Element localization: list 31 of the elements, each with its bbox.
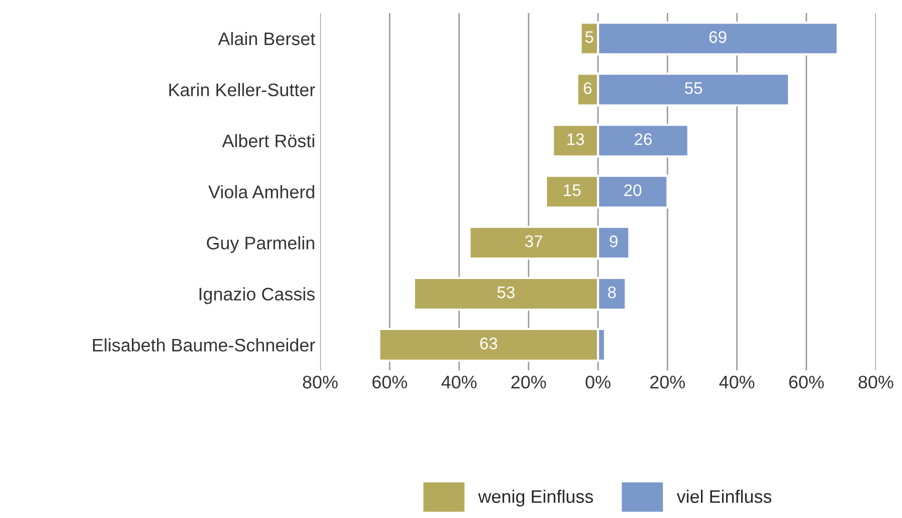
data-label: 15 — [564, 184, 581, 196]
y-tick-label: Ignazio Cassis — [200, 287, 315, 304]
data-label: 26 — [634, 133, 652, 146]
y-tick-label: Albert Rösti — [222, 134, 314, 148]
data-label: 20 — [624, 184, 642, 196]
x-tick-label: 40% — [719, 376, 754, 388]
y-tick-label: Alain Berset — [218, 32, 316, 46]
y-tick-label: Viola Amherd — [208, 185, 314, 198]
x-tick-label: 60% — [372, 376, 408, 388]
legend-label: viel Einfluss — [676, 490, 772, 503]
y-tick-label: Karin Keller-Sutter — [169, 83, 316, 96]
x-tick-label: 40% — [441, 376, 477, 388]
y-tick-label: Guy Parmelin — [206, 236, 314, 254]
y-tick-label: Elisabeth Baume-Schneider — [93, 338, 316, 352]
x-tick-label: 20% — [650, 376, 685, 388]
data-label: 37 — [525, 235, 542, 248]
data-label: 5 — [585, 31, 594, 43]
data-label: 55 — [684, 82, 702, 94]
data-label: 9 — [610, 235, 618, 248]
data-label: 8 — [608, 286, 616, 298]
data-label: 69 — [709, 31, 726, 43]
x-tick-label: 0% — [586, 376, 610, 388]
data-label: 53 — [497, 286, 515, 298]
x-tick-label: 60% — [789, 376, 824, 388]
x-tick-label: 80% — [858, 376, 894, 388]
data-label: 6 — [584, 82, 592, 94]
x-tick-label: 80% — [302, 376, 338, 388]
data-label: 13 — [567, 133, 584, 146]
data-label: 63 — [480, 338, 498, 350]
x-tick-label: 20% — [511, 376, 546, 388]
legend-label: wenig Einfluss — [478, 490, 593, 507]
